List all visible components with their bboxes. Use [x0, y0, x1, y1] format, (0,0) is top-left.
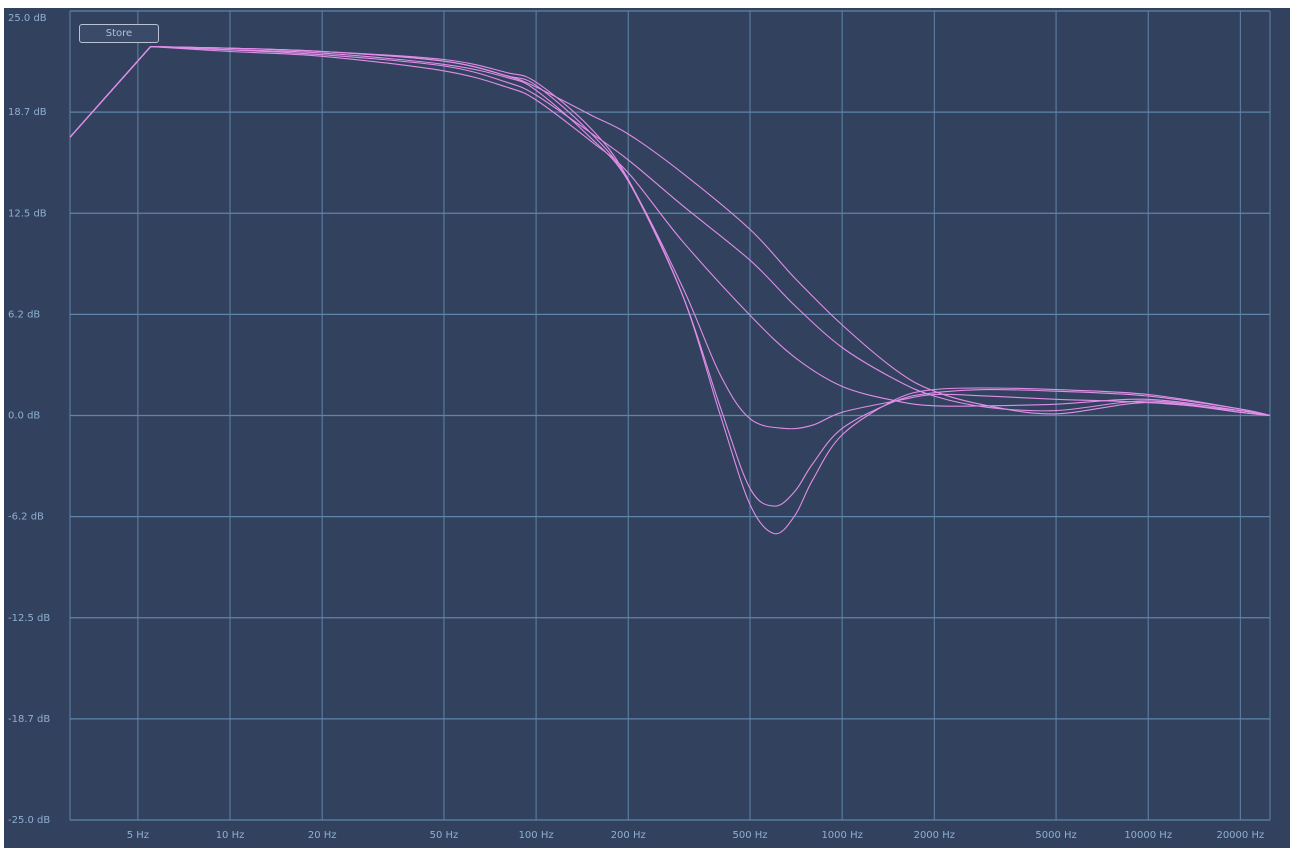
y-tick-label: 12.5 dB: [8, 208, 47, 219]
response-curve-4: [69, 46, 1271, 430]
response-curve-3: [69, 46, 1271, 417]
x-tick-label: 200 Hz: [611, 830, 646, 841]
y-tick-label: -25.0 dB: [8, 815, 50, 826]
response-curves: [69, 46, 1271, 535]
x-tick-label: 5 Hz: [127, 830, 149, 841]
x-tick-label: 10000 Hz: [1124, 830, 1172, 841]
x-axis-labels: 5 Hz 10 Hz 20 Hz 50 Hz 100 Hz 200 Hz 500 Hz 100…: [127, 830, 1264, 841]
x-tick-label: 1000 Hz: [821, 830, 862, 841]
store-button[interactable]: Store: [79, 24, 159, 43]
x-tick-label: 5000 Hz: [1035, 830, 1076, 841]
horizontal-gridlines: [70, 10, 1270, 821]
x-tick-label: 500 Hz: [732, 830, 767, 841]
y-tick-label: 6.2 dB: [8, 309, 40, 320]
response-curve-6: [69, 46, 1271, 535]
eq-response-graph[interactable]: 25.0 dB 18.7 dB 12.5 dB 6.2 dB 0.0 dB -6.2 dB…: [4, 8, 1290, 848]
y-axis-labels: 25.0 dB 18.7 dB 12.5 dB 6.2 dB 0.0 dB -6.2 dB…: [8, 13, 50, 826]
y-tick-label: -18.7 dB: [8, 714, 50, 725]
y-tick-label: 18.7 dB: [8, 107, 47, 118]
y-tick-label: 25.0 dB: [8, 13, 47, 24]
frequency-response-plot: 25.0 dB 18.7 dB 12.5 dB 6.2 dB 0.0 dB -6.2 dB…: [8, 10, 1271, 841]
y-tick-label: 0.0 dB: [8, 411, 40, 422]
x-tick-label: 20 Hz: [308, 830, 337, 841]
x-tick-label: 50 Hz: [430, 830, 459, 841]
response-curve-1: [69, 46, 1271, 417]
y-tick-label: -12.5 dB: [8, 613, 50, 624]
x-tick-label: 20000 Hz: [1216, 830, 1264, 841]
y-tick-label: -6.2 dB: [8, 512, 44, 523]
x-tick-label: 2000 Hz: [914, 830, 955, 841]
response-curve-5: [69, 46, 1271, 507]
x-tick-label: 100 Hz: [519, 830, 554, 841]
response-curve-2: [69, 46, 1271, 417]
x-tick-label: 10 Hz: [216, 830, 245, 841]
